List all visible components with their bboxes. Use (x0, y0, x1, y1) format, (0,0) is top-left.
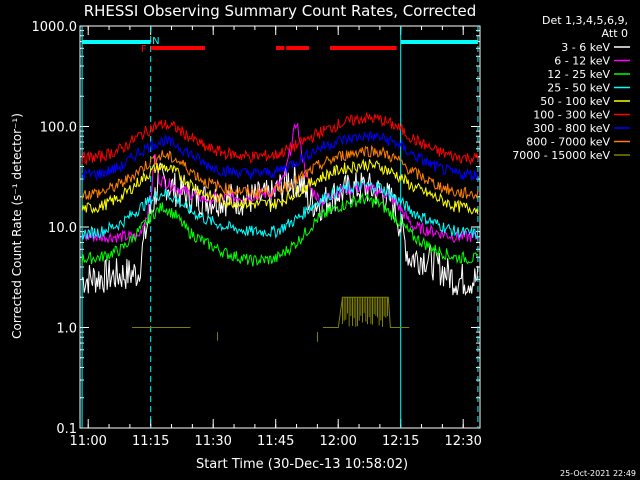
y-tick-label: 100.0 (40, 121, 77, 136)
x-tick-label: 12:15 (382, 434, 419, 449)
legend-entry-label: 7000 - 15000 keV (512, 149, 610, 162)
x-tick-label: 11:30 (194, 434, 231, 449)
x-tick-label: 12:30 (444, 434, 481, 449)
plot-area: 1000.0 100.0 10.0 1.0 0.111:00 11:15 11:30 11:4… (32, 20, 482, 449)
legend-entry-label: 12 - 25 keV (547, 68, 610, 81)
series-line (81, 192, 479, 267)
x-tick-label: 12:00 (319, 434, 356, 449)
series-line (81, 122, 479, 244)
y-tick-label: 10.0 (48, 221, 77, 236)
series-line (81, 144, 479, 201)
footer-timestamp: 25-Oct-2021 22:49 (560, 469, 636, 478)
legend-entry-label: 25 - 50 keV (547, 82, 610, 95)
legend-entry-label: 6 - 12 keV (554, 55, 610, 68)
state-label: F (141, 44, 147, 55)
series-line (81, 130, 479, 181)
y-tick-label: 1.0 (56, 322, 77, 337)
series-line (81, 112, 479, 166)
legend-entry-label: 3 - 6 keV (561, 41, 610, 54)
legend-entry-label: 100 - 300 keV (533, 109, 610, 122)
x-tick-label: 11:15 (132, 434, 169, 449)
y-tick-label: 0.1 (56, 422, 77, 437)
series-line (81, 180, 479, 241)
legend-header: Det 1,3,4,5,6,9, (542, 14, 628, 27)
legend-header: Att 0 (602, 27, 628, 40)
series-line (81, 158, 479, 215)
state-label: N (152, 36, 159, 47)
y-axis-label: Corrected Count Rate (s⁻¹ detector⁻¹) (10, 113, 24, 339)
y-tick-label: 1000.0 (32, 20, 78, 35)
x-axis-label: Start Time (30-Dec-13 10:58:02) (196, 457, 408, 472)
series-segment (322, 296, 410, 328)
chart-title: RHESSI Observing Summary Count Rates, Co… (84, 2, 477, 20)
x-tick-label: 11:45 (257, 434, 294, 449)
series-line (81, 161, 479, 297)
legend-entry-label: 300 - 800 keV (533, 122, 610, 135)
legend-entry-label: 50 - 100 keV (540, 95, 610, 108)
x-tick-label: 11:00 (69, 434, 106, 449)
legend-entry-label: 800 - 7000 keV (526, 136, 610, 149)
